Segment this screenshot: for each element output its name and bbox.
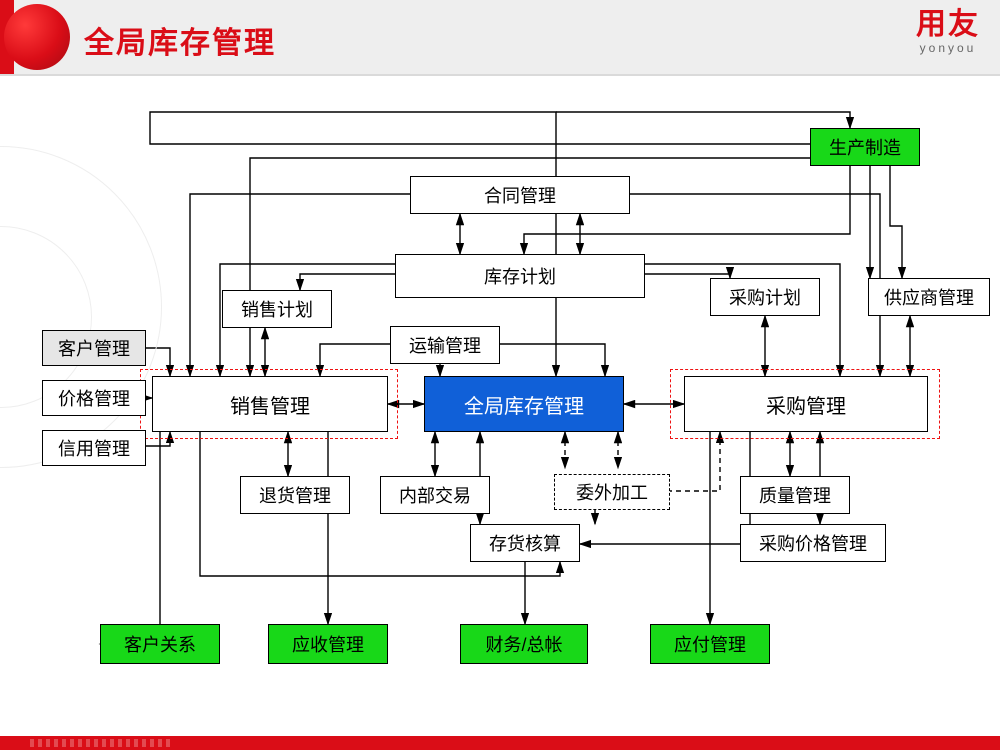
footer-bar (0, 736, 1000, 750)
node-weiwai: 委外加工 (554, 474, 670, 510)
node-yingfu: 应付管理 (650, 624, 770, 664)
node-jiage: 价格管理 (42, 380, 146, 416)
node-caigoujiage: 采购价格管理 (740, 524, 886, 562)
node-yunshu: 运输管理 (390, 326, 500, 364)
node-yingshou: 应收管理 (268, 624, 388, 664)
node-xiaoshou: 销售管理 (152, 376, 388, 432)
node-xinyong: 信用管理 (42, 430, 146, 466)
edge (300, 274, 395, 290)
node-hetong: 合同管理 (410, 176, 630, 214)
node-gongyingshang: 供应商管理 (868, 278, 990, 316)
node-quanjv: 全局库存管理 (424, 376, 624, 432)
node-zhiliang: 质量管理 (740, 476, 850, 514)
edge (190, 194, 410, 376)
node-xiaoshoujihua: 销售计划 (222, 290, 332, 328)
node-kucunjihua: 库存计划 (395, 254, 645, 298)
edge (500, 344, 605, 376)
brand-logo: 用友 yonyou (916, 10, 980, 55)
node-neibu: 内部交易 (380, 476, 490, 514)
node-shengchan: 生产制造 (810, 128, 920, 166)
header: 全局库存管理 用友 yonyou (0, 0, 1000, 76)
node-kehuguanxi: 客户关系 (100, 624, 220, 664)
node-tuihuo: 退货管理 (240, 476, 350, 514)
brand-logo-text: 用友 (916, 10, 980, 40)
edge (890, 166, 902, 278)
node-caigoujihua: 采购计划 (710, 278, 820, 316)
node-kehu: 客户管理 (42, 330, 146, 366)
globe-icon (4, 4, 70, 70)
diagram-canvas: 生产制造合同管理库存计划销售计划 采购计划 供应商管理运输管理 客户管理价格管理信用管… (0, 76, 1000, 736)
brand-logo-sub: yonyou (916, 41, 980, 55)
edge (556, 112, 850, 128)
page-title: 全局库存管理 (84, 18, 276, 62)
node-caigou: 采购管理 (684, 376, 928, 432)
node-cunhuo: 存货核算 (470, 524, 580, 562)
node-caiwu: 财务/总帐 (460, 624, 588, 664)
